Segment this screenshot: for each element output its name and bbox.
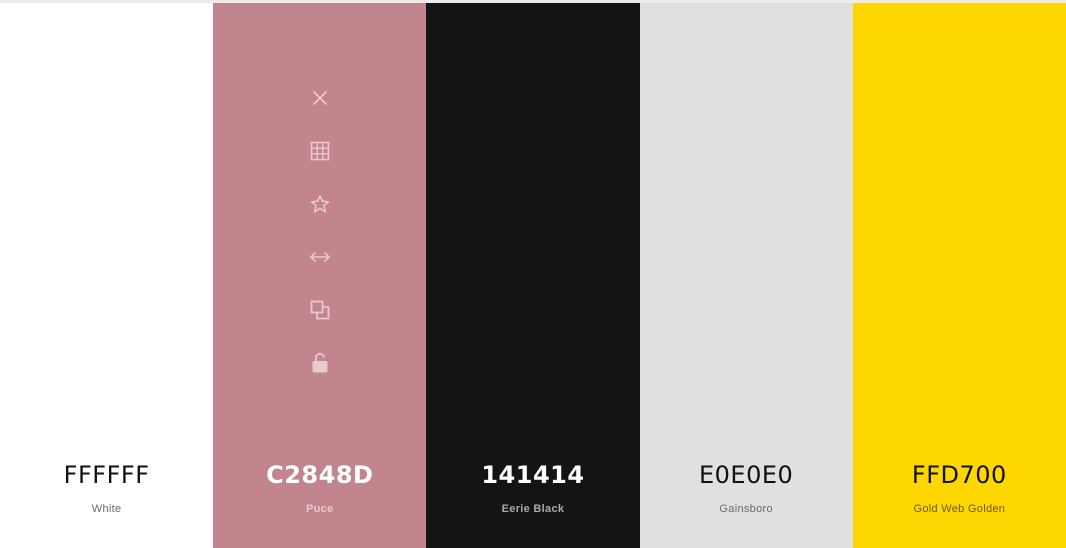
color-palette: FFFFFF White C2848D Puce [0, 3, 1066, 548]
hex-code[interactable]: FFD700 [911, 461, 1007, 489]
swap-arrows-icon[interactable] [307, 244, 333, 270]
hex-code[interactable]: C2848D [266, 461, 374, 489]
color-name: Gold Web Golden [913, 503, 1006, 515]
grid-icon[interactable] [307, 138, 333, 164]
swatch-eerie-black[interactable]: 141414 Eerie Black [426, 3, 640, 548]
hex-code[interactable]: E0E0E0 [699, 461, 794, 489]
star-icon[interactable] [307, 191, 333, 217]
top-divider [0, 0, 1066, 3]
hex-code[interactable]: 141414 [481, 461, 585, 489]
swatch-toolbar [213, 85, 426, 403]
swatch-gainsboro[interactable]: E0E0E0 Gainsboro [639, 3, 853, 548]
color-name: Eerie Black [501, 503, 565, 515]
swatch-white[interactable]: FFFFFF White [0, 3, 214, 548]
color-name: White [91, 503, 122, 515]
swatch-gold[interactable]: FFD700 Gold Web Golden [852, 3, 1066, 548]
color-name: Gainsboro [719, 503, 773, 515]
unlock-icon[interactable] [307, 350, 333, 376]
color-name: Puce [306, 503, 334, 515]
close-icon[interactable] [307, 85, 333, 111]
swatch-puce[interactable]: C2848D Puce [213, 3, 427, 548]
hex-code[interactable]: FFFFFF [63, 461, 150, 489]
copy-icon[interactable] [307, 297, 333, 323]
